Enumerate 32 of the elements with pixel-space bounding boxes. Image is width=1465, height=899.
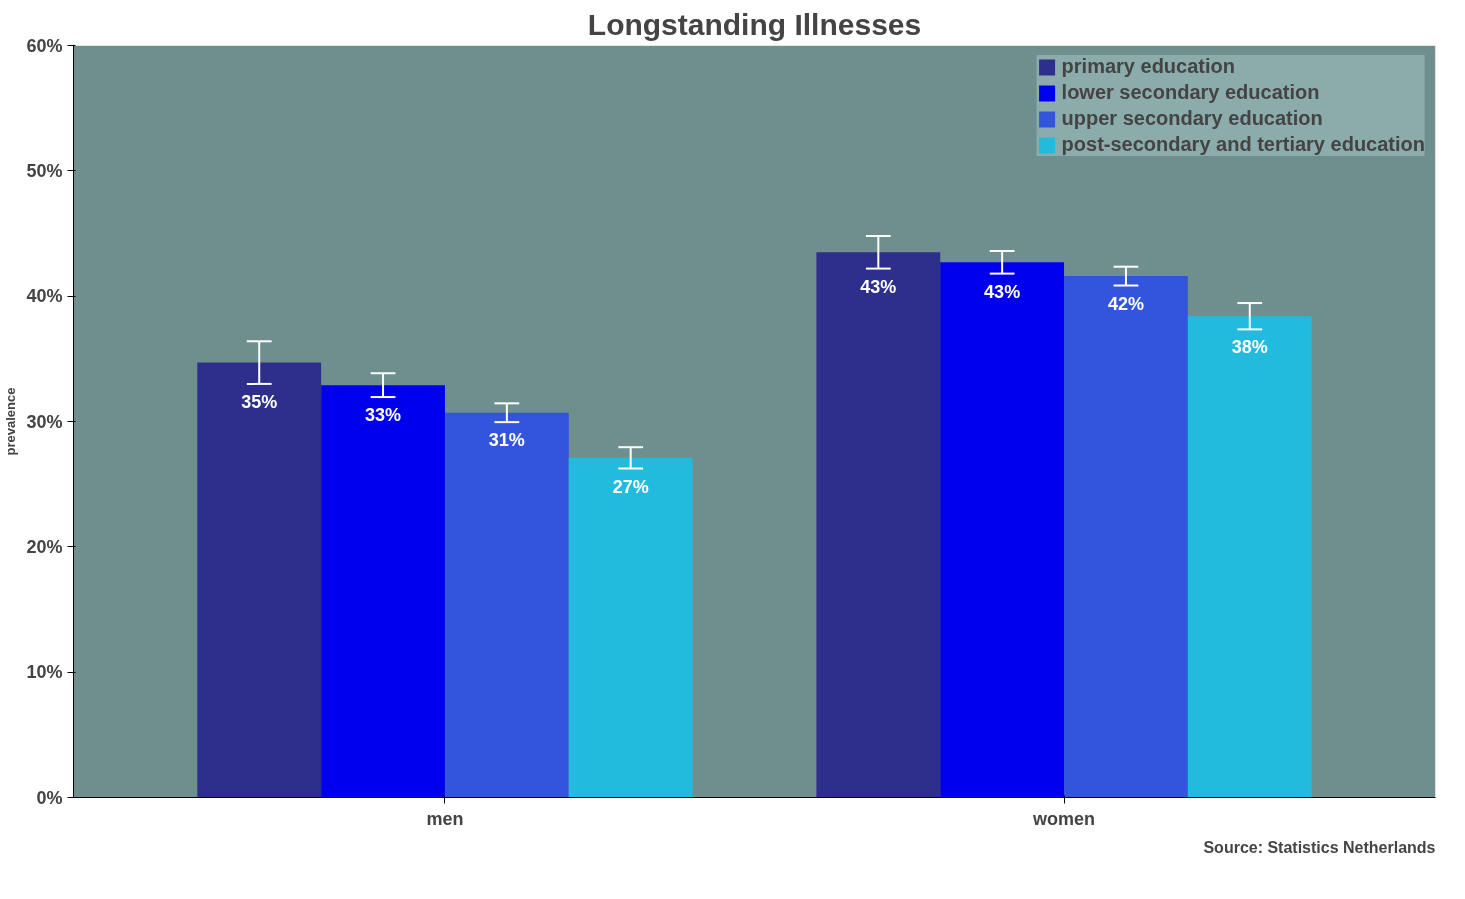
- data-label: 38%: [1231, 337, 1268, 358]
- source-note: Source: Statistics Netherlands: [1203, 838, 1436, 856]
- bar: [321, 385, 445, 798]
- legend-label: upper secondary education: [1061, 107, 1323, 130]
- legend-label: primary education: [1061, 55, 1235, 78]
- y-tick-label: 60%: [26, 35, 63, 56]
- y-tick-label: 30%: [26, 411, 63, 432]
- data-label: 27%: [612, 476, 649, 497]
- y-tick-label: 50%: [26, 160, 63, 181]
- data-label: 31%: [488, 430, 525, 451]
- y-tick-label: 40%: [26, 286, 63, 307]
- bar: [568, 457, 693, 798]
- data-label: 43%: [860, 276, 897, 297]
- data-label: 43%: [984, 281, 1021, 302]
- data-label: 42%: [1107, 293, 1144, 314]
- bar: [1187, 316, 1312, 798]
- y-tick-label: 10%: [26, 662, 63, 683]
- y-tick-label: 20%: [26, 536, 63, 557]
- bar: [940, 262, 1065, 798]
- bar: [816, 252, 941, 798]
- x-tick-label: women: [1032, 808, 1096, 829]
- y-tick-label: 0%: [36, 787, 63, 808]
- data-label: 35%: [241, 391, 278, 412]
- bar: [197, 362, 322, 798]
- chart-title: Longstanding Illnesses: [587, 7, 922, 41]
- bar: [1064, 276, 1188, 798]
- data-label: 33%: [365, 405, 402, 426]
- legend-label: lower secondary education: [1061, 81, 1320, 104]
- bar: [444, 412, 569, 798]
- legend-label: post-secondary and tertiary education: [1061, 133, 1425, 156]
- y-axis-title: prevalence: [3, 387, 19, 456]
- x-tick-label: men: [426, 808, 464, 829]
